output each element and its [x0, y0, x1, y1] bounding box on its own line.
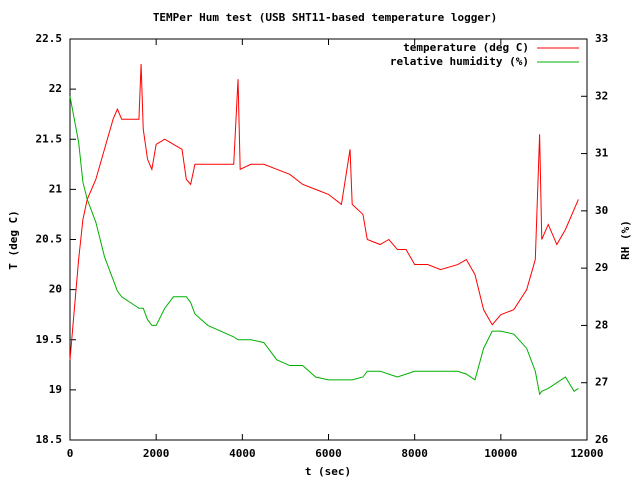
y-tick-label: 22.5: [36, 32, 63, 45]
y-tick-label: 21.5: [36, 132, 63, 145]
y2-tick-label: 31: [595, 147, 609, 160]
y-tick-label: 20: [49, 283, 62, 296]
y-tick-label: 22: [49, 82, 62, 95]
y2-axis-label: RH (%): [619, 220, 632, 260]
legend-label: temperature (deg C): [403, 41, 529, 54]
y2-tick-label: 30: [595, 204, 608, 217]
x-tick-label: 10000: [484, 447, 517, 460]
chart-title: TEMPer Hum test (USB SHT11-based tempera…: [153, 11, 497, 24]
x-tick-label: 6000: [315, 447, 342, 460]
x-tick-label: 12000: [570, 447, 603, 460]
y2-tick-label: 28: [595, 318, 608, 331]
x-axis-label: t (sec): [305, 465, 351, 478]
y2-tick-label: 26: [595, 433, 609, 446]
y-axis-label: T (deg C): [7, 210, 20, 270]
x-tick-label: 0: [67, 447, 74, 460]
y-tick-label: 21: [49, 182, 63, 195]
x-tick-label: 2000: [143, 447, 170, 460]
y2-tick-label: 29: [595, 261, 608, 274]
y2-tick-label: 27: [595, 376, 608, 389]
y2-tick-label: 33: [595, 32, 608, 45]
series-line: [69, 96, 579, 396]
legend-label: relative humidity (%): [390, 55, 529, 68]
y-tick-label: 19.5: [36, 333, 63, 346]
y-tick-label: 18.5: [36, 433, 63, 446]
x-tick-label: 4000: [229, 447, 256, 460]
y2-tick-label: 32: [595, 89, 608, 102]
x-tick-label: 8000: [401, 447, 428, 460]
y-tick-label: 20.5: [36, 233, 63, 246]
series-line: [69, 64, 579, 360]
y-tick-label: 19: [49, 383, 62, 396]
